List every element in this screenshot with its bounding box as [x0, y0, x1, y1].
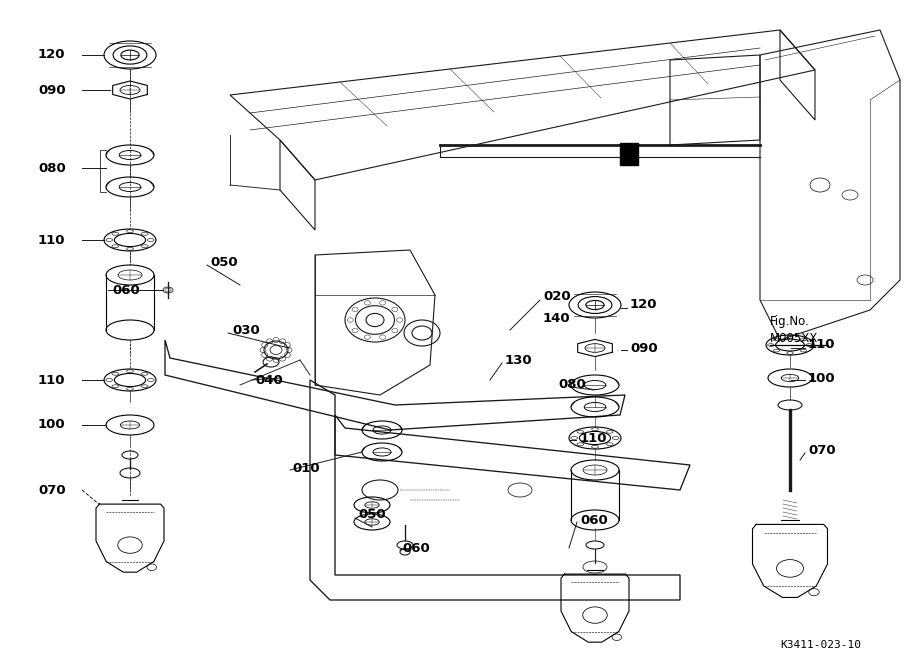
Text: 130: 130: [505, 354, 533, 366]
Text: 110: 110: [38, 374, 65, 386]
FancyBboxPatch shape: [620, 143, 638, 165]
Text: M005XX: M005XX: [770, 331, 818, 344]
Text: 100: 100: [38, 418, 65, 432]
Text: K3411-023-10: K3411-023-10: [780, 640, 861, 650]
Text: 050: 050: [358, 508, 386, 522]
Text: 020: 020: [543, 289, 571, 303]
Text: 090: 090: [38, 83, 65, 97]
Text: 060: 060: [402, 542, 430, 554]
Text: 080: 080: [38, 161, 66, 175]
Text: 080: 080: [558, 378, 585, 392]
Text: 140: 140: [543, 311, 571, 325]
Text: 040: 040: [255, 374, 283, 386]
Text: 060: 060: [112, 283, 140, 297]
Text: 070: 070: [38, 484, 65, 496]
Text: 120: 120: [630, 299, 657, 311]
Text: 090: 090: [630, 342, 658, 354]
Text: 070: 070: [808, 444, 835, 456]
Text: 110: 110: [580, 432, 607, 444]
Text: Fig.No.: Fig.No.: [770, 315, 810, 329]
Text: 060: 060: [580, 514, 607, 526]
Text: 110: 110: [38, 233, 65, 247]
Text: 050: 050: [210, 255, 238, 269]
Text: 100: 100: [808, 372, 835, 384]
Text: 010: 010: [292, 462, 320, 474]
Text: 120: 120: [38, 49, 65, 61]
Text: 110: 110: [808, 338, 835, 352]
Text: 030: 030: [232, 323, 260, 336]
